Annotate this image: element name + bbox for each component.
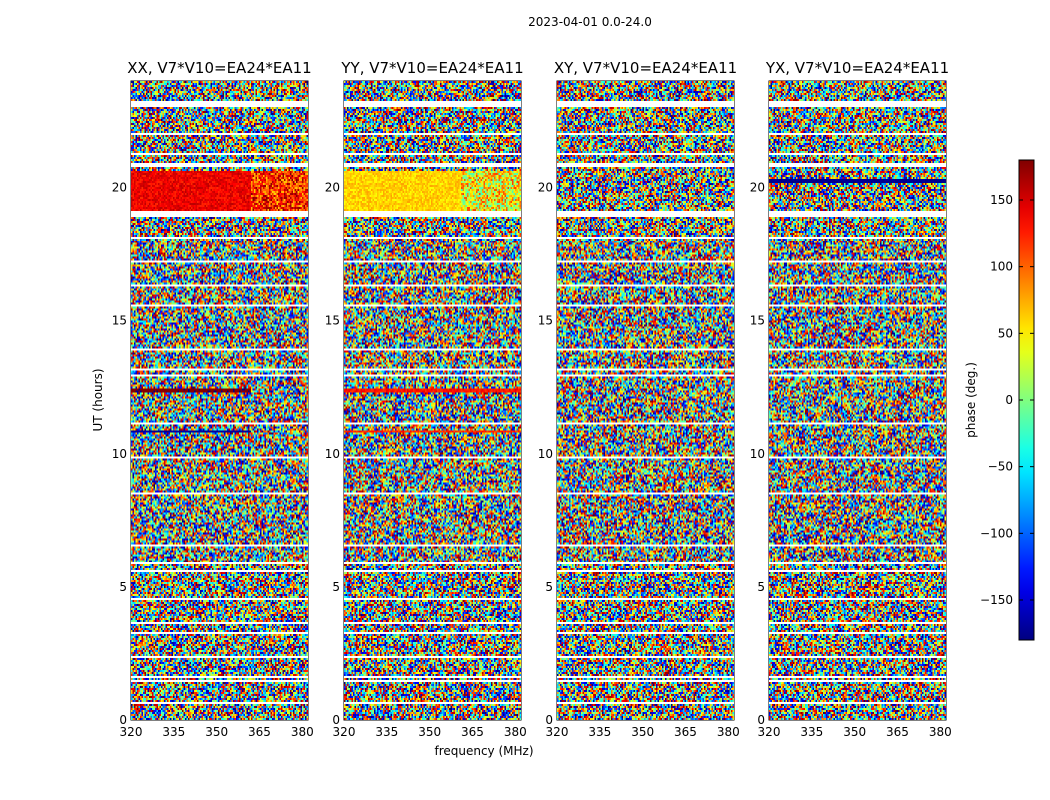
phase-heatmap-yx [769, 81, 946, 720]
y-tick-label: 5 [545, 580, 553, 594]
x-tick-label: 365 [886, 725, 909, 739]
y-tick-label: 15 [750, 314, 765, 328]
x-tick-label: 380 [717, 725, 740, 739]
panel-title: XX, V7*V10=EA24*EA11 [127, 59, 311, 77]
y-tick-label: 5 [332, 580, 340, 594]
y-tick-label: 10 [750, 447, 765, 461]
x-tick-label: 380 [504, 725, 527, 739]
colorbar-tick-label: 100 [990, 260, 1013, 274]
y-tick-label: 20 [112, 181, 127, 195]
colorbar-tick-label: −150 [980, 593, 1013, 607]
y-tick-label: 0 [757, 713, 765, 727]
y-tick-label: 15 [325, 314, 340, 328]
panel-title: YY, V7*V10=EA24*EA11 [340, 59, 523, 77]
panel-title: XY, V7*V10=EA24*EA11 [554, 59, 737, 77]
y-tick-label: 5 [119, 580, 127, 594]
figure-suptitle: 2023-04-01 0.0-24.0 [528, 15, 652, 29]
y-axis-label: UT (hours) [91, 368, 105, 431]
phase-heatmap-xx [131, 81, 308, 720]
panel-title: YX, V7*V10=EA24*EA11 [765, 59, 949, 77]
y-tick-label: 15 [112, 314, 127, 328]
x-tick-label: 365 [674, 725, 697, 739]
colorbar-label: phase (deg.) [964, 362, 978, 438]
x-tick-label: 335 [375, 725, 398, 739]
x-axis-label: frequency (MHz) [434, 744, 533, 758]
y-tick-label: 10 [538, 447, 553, 461]
x-tick-label: 380 [291, 725, 314, 739]
y-tick-label: 10 [112, 447, 127, 461]
x-tick-label: 320 [546, 725, 569, 739]
x-tick-label: 335 [800, 725, 823, 739]
x-tick-label: 365 [461, 725, 484, 739]
phase-heatmap-yy [344, 81, 521, 720]
x-tick-label: 350 [843, 725, 866, 739]
panel-xx: XX, V7*V10=EA24*EA11 320 335 350 365 380 0 5 10 1… [112, 59, 314, 739]
colorbar-tick-label: 0 [1005, 393, 1013, 407]
x-tick-label: 350 [418, 725, 441, 739]
x-tick-label: 335 [588, 725, 611, 739]
x-tick-label: 320 [120, 725, 143, 739]
y-tick-label: 20 [325, 181, 340, 195]
y-tick-label: 15 [538, 314, 553, 328]
y-tick-label: 20 [750, 181, 765, 195]
y-tick-label: 20 [538, 181, 553, 195]
x-tick-label: 335 [162, 725, 185, 739]
y-tick-label: 10 [325, 447, 340, 461]
x-tick-label: 365 [248, 725, 271, 739]
x-tick-label: 320 [333, 725, 356, 739]
x-tick-label: 320 [758, 725, 781, 739]
phase-heatmap-xy [557, 81, 734, 720]
y-tick-label: 5 [757, 580, 765, 594]
x-tick-label: 350 [205, 725, 228, 739]
y-tick-label: 0 [119, 713, 127, 727]
y-tick-label: 0 [332, 713, 340, 727]
colorbar-tick-label: −100 [980, 526, 1013, 540]
colorbar-tick-label: 150 [990, 193, 1013, 207]
colorbar-tick-label: 50 [998, 326, 1013, 340]
y-tick-label: 0 [545, 713, 553, 727]
colorbar-tick-label: −50 [988, 460, 1013, 474]
x-tick-label: 380 [929, 725, 952, 739]
x-tick-label: 350 [631, 725, 654, 739]
colorbar: 150 100 50 0 −50 −100 −150 [980, 159, 1035, 641]
